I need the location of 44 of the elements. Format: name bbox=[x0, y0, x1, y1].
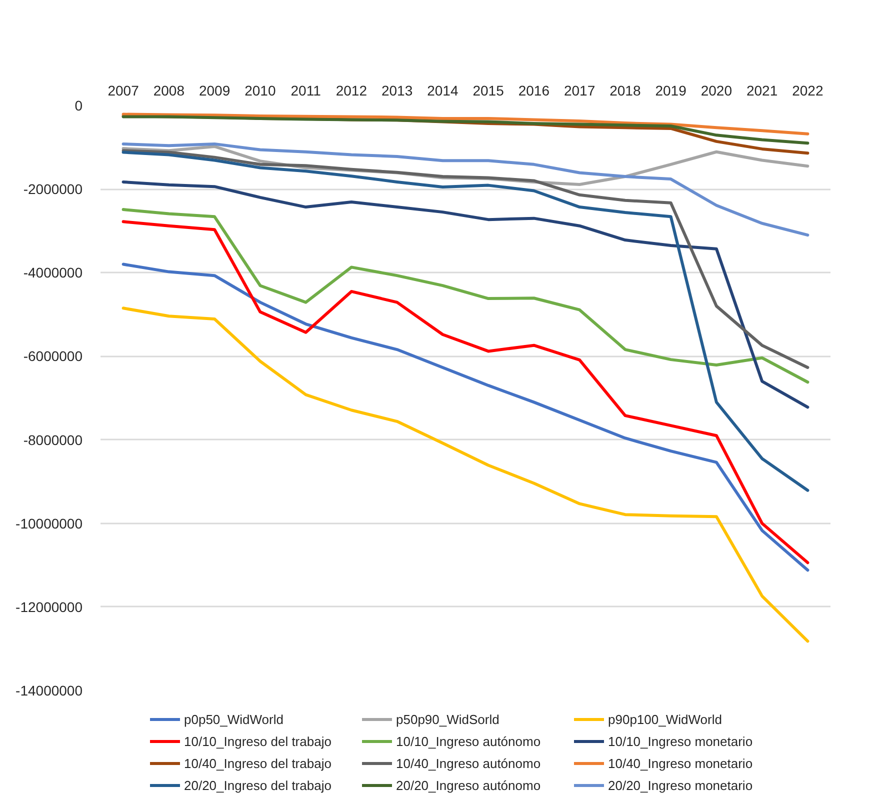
legend-label: p0p50_WidWorld bbox=[184, 711, 284, 727]
line-series bbox=[122, 112, 810, 136]
legend-label: 10/40_Ingreso autónomo bbox=[396, 755, 542, 771]
line-series bbox=[122, 149, 810, 369]
x-tick-label: 2008 bbox=[153, 82, 185, 98]
x-tick-label: 2022 bbox=[792, 82, 824, 98]
y-tick-label: -14000000 bbox=[16, 682, 83, 698]
legend-label: 10/40_Ingreso del trabajo bbox=[184, 755, 332, 771]
x-tick-label: 2017 bbox=[564, 82, 596, 98]
x-tick-label: 2009 bbox=[198, 82, 230, 98]
line-series bbox=[122, 180, 810, 409]
y-tick-label: -10000000 bbox=[16, 515, 83, 532]
x-tick-label: 2019 bbox=[655, 82, 687, 98]
legend-label: 20/20_Ingreso monetario bbox=[608, 777, 754, 793]
line-series bbox=[122, 306, 810, 643]
x-tick-label: 2012 bbox=[336, 82, 368, 98]
legend-label: 10/10_Ingreso autónomo bbox=[396, 733, 542, 749]
x-tick-label: 2018 bbox=[610, 82, 641, 98]
y-tick-label: -12000000 bbox=[16, 598, 83, 615]
x-tick-label: 2016 bbox=[518, 82, 550, 98]
line-series bbox=[122, 208, 810, 384]
y-tick-label: -4000000 bbox=[23, 264, 83, 281]
legend-label: 10/40_Ingreso monetario bbox=[608, 755, 754, 771]
line-series bbox=[122, 150, 810, 492]
line-series bbox=[122, 115, 810, 145]
x-tick-label: 2007 bbox=[108, 82, 140, 98]
y-tick-label: 0 bbox=[74, 98, 83, 114]
legend-label: p50p90_WidSorld bbox=[396, 711, 500, 727]
y-tick-label: -8000000 bbox=[23, 432, 83, 448]
x-tick-label: 2013 bbox=[381, 82, 413, 98]
legend-label: 20/20_Ingreso del trabajo bbox=[184, 777, 332, 793]
x-tick-label: 2015 bbox=[472, 82, 504, 98]
legend-label: 20/20_Ingreso autónomo bbox=[396, 777, 542, 793]
x-tick-label: 2014 bbox=[427, 82, 458, 98]
line-series bbox=[122, 142, 810, 237]
x-tick-label: 2020 bbox=[700, 82, 732, 98]
x-tick-label: 2021 bbox=[746, 82, 778, 98]
x-tick-label: 2010 bbox=[244, 82, 276, 98]
legend-label: p90p100_WidWorld bbox=[608, 711, 723, 727]
legend-label: 10/10_Ingreso del trabajo bbox=[184, 733, 332, 749]
legend-label: 10/10_Ingreso monetario bbox=[608, 733, 754, 749]
y-tick-label: -2000000 bbox=[23, 181, 83, 198]
y-tick-label: -6000000 bbox=[23, 348, 83, 364]
x-tick-label: 2011 bbox=[290, 82, 322, 98]
